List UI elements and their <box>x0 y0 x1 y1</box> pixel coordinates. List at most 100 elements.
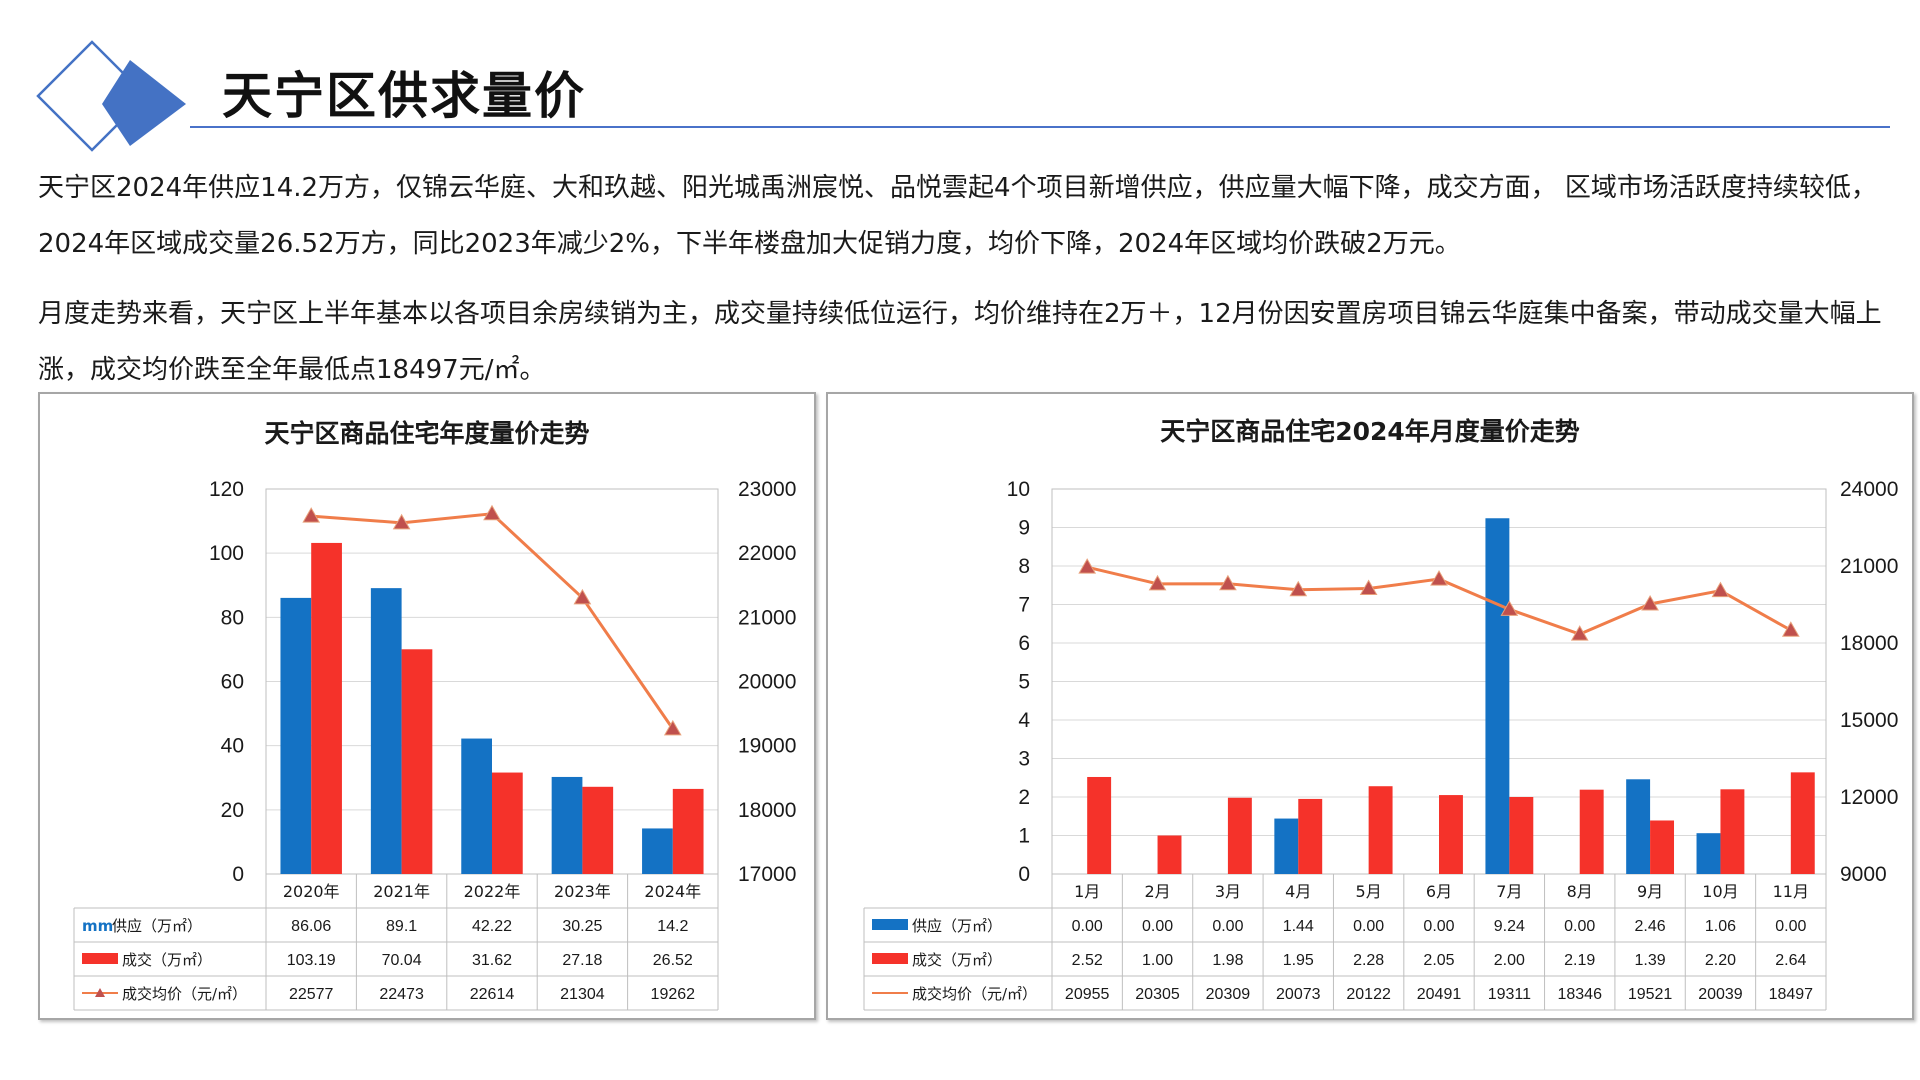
y-tick-label: 7 <box>1018 594 1030 617</box>
y-tick-label: 120 <box>209 478 244 501</box>
data-table-cell: 0.00 <box>1775 918 1806 935</box>
y2-tick-label: 23000 <box>738 478 796 501</box>
x-category-label: 2020年 <box>283 882 340 901</box>
y2-tick-label: 21000 <box>738 606 796 629</box>
x-category-label: 1月 <box>1074 882 1100 901</box>
data-table-cell: 18497 <box>1769 986 1814 1003</box>
deal-bar <box>1439 795 1463 874</box>
data-table-cell: 30.25 <box>562 918 602 935</box>
data-table-cell: 21304 <box>560 986 605 1003</box>
price-marker <box>1148 574 1167 591</box>
y-tick-label: 2 <box>1018 786 1030 809</box>
deal-bar <box>492 772 523 874</box>
monthly-chart: 天宁区商品住宅2024年月度量价走势 0 1 2 3 4 5 6 7 8 9 10 9000 12000 1… <box>863 417 1898 1011</box>
y2-tick-label: 9000 <box>1840 863 1887 886</box>
data-table-cell: 1.06 <box>1705 918 1736 935</box>
y-tick-label: 100 <box>209 542 244 565</box>
supply-bar <box>1626 779 1651 874</box>
price-line <box>311 512 675 730</box>
x-category-label: 2月 <box>1144 882 1170 901</box>
summary-paragraph: 天宁区2024年供应14.2万方，仅锦云华庭、大和玖越、阳光城禹洲宸悦、品悦雲起… <box>38 173 1877 259</box>
monthly-paragraph: 月度走势来看，天宁区上半年基本以各项目余房续销为主，成交量持续低位运行，均价维持… <box>38 299 1882 385</box>
x-category-label: 4月 <box>1285 882 1311 901</box>
x-category-label: 10月 <box>1702 882 1738 901</box>
price-marker <box>1570 625 1589 641</box>
supply-bar <box>280 597 312 874</box>
legend-swatch-marker <box>95 988 105 997</box>
y-tick-label: 9 <box>1018 517 1030 540</box>
y-tick-label: 60 <box>221 671 244 694</box>
data-table-cell: 19521 <box>1628 986 1673 1003</box>
price-marker <box>1500 600 1519 616</box>
deal-bar <box>311 542 342 874</box>
data-table-cell: 1.95 <box>1283 952 1314 969</box>
data-table-cell: 86.06 <box>291 918 331 935</box>
supply-bar <box>1274 818 1299 874</box>
data-table-cell: 20491 <box>1417 986 1462 1003</box>
deal-bar <box>1298 798 1323 874</box>
supply-bar <box>370 588 402 874</box>
deal-bar <box>1720 789 1745 874</box>
chart-title: 天宁区商品住宅年度量价走势 <box>264 419 589 448</box>
data-table-cell: 1.00 <box>1142 952 1173 969</box>
data-table-cell: 19262 <box>651 986 696 1003</box>
y-tick-label: 1 <box>1018 825 1030 848</box>
price-marker <box>1219 574 1237 591</box>
data-table-cell: 0.00 <box>1353 918 1384 935</box>
x-category-label: 2023年 <box>554 882 611 901</box>
x-category-label: 6月 <box>1426 882 1452 901</box>
data-table-cell: 1.98 <box>1212 952 1243 969</box>
x-category-label: 3月 <box>1215 882 1241 901</box>
data-table-cell: 26.52 <box>653 952 693 969</box>
data-table-cell: 2.52 <box>1072 952 1103 969</box>
legend-label: 成交（万㎡） <box>122 951 212 969</box>
x-category-label: 5月 <box>1356 882 1382 901</box>
monthly-chart-panel: 天宁区商品住宅2024年月度量价走势 0 1 2 3 4 5 6 7 8 9 10 9000 12000 1… <box>826 392 1914 1020</box>
deal-bar <box>1579 789 1604 874</box>
price-marker <box>1078 558 1097 574</box>
x-category-label: 9月 <box>1637 882 1663 901</box>
supply-bar <box>461 738 492 874</box>
diamond-logo-icon <box>36 40 186 152</box>
legend-label: 供应（万㎡） <box>112 917 202 935</box>
data-table-cell: 19311 <box>1488 986 1531 1003</box>
data-table-cell: 42.22 <box>472 918 512 935</box>
deal-bar <box>1509 797 1534 874</box>
data-table-cell: 2.20 <box>1705 952 1736 969</box>
price-marker <box>663 719 682 736</box>
data-table-cell: 22614 <box>470 986 515 1003</box>
annual-chart: 天宁区商品住宅年度量价走势 0 20 40 60 80 100 120 17000 18000 19… <box>73 419 796 1011</box>
deal-bar <box>1157 835 1182 874</box>
y2-tick-label: 17000 <box>738 863 796 886</box>
legend-label: 成交（万㎡） <box>912 951 1002 969</box>
data-table-cell: 22473 <box>379 986 424 1003</box>
y2-tick-label: 24000 <box>1840 478 1898 501</box>
data-table-cell: 1.39 <box>1635 952 1666 969</box>
data-table-cell: 20073 <box>1276 986 1321 1003</box>
data-table-cell: 0.00 <box>1142 918 1173 935</box>
supply-bar <box>642 828 673 874</box>
price-marker <box>1711 581 1730 598</box>
data-table-cell: 22577 <box>289 986 334 1003</box>
price-marker <box>302 507 321 523</box>
x-category-label: 2021年 <box>373 882 430 901</box>
data-table-cell: 89.1 <box>386 918 417 935</box>
data-table-cell: 14.2 <box>657 918 688 935</box>
data-table-cell: 9.24 <box>1494 918 1525 935</box>
y2-tick-label: 15000 <box>1840 709 1898 732</box>
data-table-cell: 0.00 <box>1212 918 1243 935</box>
y2-tick-label: 20000 <box>738 671 796 694</box>
data-table-cell: 1.44 <box>1283 918 1314 935</box>
data-table-cell: 0.00 <box>1564 918 1595 935</box>
data-table-cell: 0.00 <box>1072 918 1103 935</box>
y-tick-label: 3 <box>1018 748 1030 771</box>
supply-bar <box>1485 518 1510 874</box>
price-marker <box>1359 579 1378 596</box>
data-table-cell: 27.18 <box>562 952 602 969</box>
deal-bar <box>1650 820 1675 874</box>
legend-swatch-bar <box>872 919 908 930</box>
price-marker <box>1430 570 1448 586</box>
y2-tick-label: 19000 <box>738 735 796 758</box>
data-table-cell: 20305 <box>1135 986 1180 1003</box>
supply-bar <box>551 776 583 874</box>
